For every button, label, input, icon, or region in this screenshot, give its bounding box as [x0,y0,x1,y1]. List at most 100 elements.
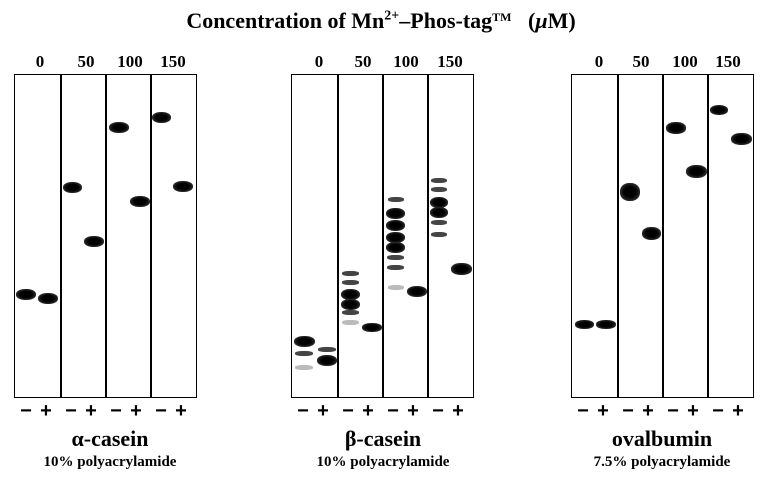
unit-rest: M) [547,8,576,33]
gel-band [620,183,640,201]
gel-band [295,351,313,356]
gel-panel-ovalbumin [571,74,754,398]
trademark-symbol: TM [492,10,512,24]
gel-band [642,227,661,240]
gel-band [407,286,427,297]
protein-name-ovalbumin: ovalbumin [611,426,713,451]
title-superscript: 2+ [384,8,400,24]
gel-band [317,355,337,366]
lane-sign-plus: + [452,400,464,422]
lane-divider [427,75,429,397]
gel-band [431,220,447,225]
gel-panel-alpha-casein [14,74,197,398]
gel-band [686,165,707,178]
lane-divider [150,75,152,397]
gel-band [431,232,447,237]
conc-label-100: 100 [672,52,698,71]
gel-band [294,336,315,347]
lane-sign-minus: − [432,400,444,422]
gel-band [431,178,447,183]
lane-sign-minus: − [387,400,399,422]
gel-band [341,299,360,310]
gel-band [710,105,728,115]
unit-open-paren: ( [528,8,536,33]
conc-label-150: 150 [715,52,741,71]
gel-band [386,220,405,231]
lane-sign-plus: + [362,400,374,422]
lane-sign-minus: − [65,400,77,422]
lane-sign-minus: − [667,400,679,422]
gel-band [318,347,336,352]
conc-label-50: 50 [354,52,372,71]
lane-sign-plus: + [85,400,97,422]
gel-band [84,236,104,247]
gel-band [666,122,686,134]
lane-sign-minus: − [622,400,634,422]
gel-band [430,197,448,208]
lane-sign-plus: + [317,400,329,422]
gel-percentage-beta-casein: 10% polyacrylamide [316,454,450,470]
gel-band [387,255,404,260]
gel-band [342,310,359,315]
gel-band [295,365,313,370]
lane-sign-minus: − [342,400,354,422]
lane-divider [105,75,107,397]
lane-sign-plus: + [40,400,52,422]
gel-band [173,181,193,192]
conc-label-100: 100 [117,52,143,71]
title-prefix: Concentration of Mn [186,8,385,33]
gel-percentage-ovalbumin: 7.5% polyacrylamide [593,454,731,470]
conc-label-150: 150 [160,52,186,71]
conc-label-50: 50 [77,52,95,71]
gel-panel-beta-casein [291,74,474,398]
lane-sign-plus: + [687,400,699,422]
lane-sign-minus: − [110,400,122,422]
protein-name-alpha-casein: α-casein [71,426,149,451]
lane-divider [382,75,384,397]
lane-divider [337,75,339,397]
gel-band [16,289,36,300]
lane-sign-minus: − [712,400,724,422]
conc-label-50: 50 [632,52,650,71]
gel-band [388,285,404,290]
gel-band [152,112,171,123]
gel-band [430,207,448,218]
gel-band [387,265,404,270]
lane-sign-minus: − [20,400,32,422]
gel-band [130,196,150,207]
gel-band [386,208,405,219]
lane-sign-plus: + [175,400,187,422]
lane-divider [662,75,664,397]
gel-band [451,263,472,275]
lane-sign-plus: + [642,400,654,422]
gel-band [362,323,382,332]
gel-percentage-alpha-casein: 10% polyacrylamide [43,454,177,470]
gel-band [386,242,405,253]
lane-divider [707,75,709,397]
conc-label-0: 0 [35,52,45,71]
lane-sign-minus: − [155,400,167,422]
gel-band [342,280,359,285]
lane-sign-plus: + [130,400,142,422]
lane-sign-minus: − [577,400,589,422]
gel-band [341,289,360,300]
gel-band [342,320,359,325]
gel-band [575,320,594,329]
lane-sign-minus: − [297,400,309,422]
unit-mu: μ [535,8,548,33]
lane-divider [617,75,619,397]
figure-title: Concentration of Mn2+–Phos-tagTM (μM) [0,8,762,34]
protein-name-beta-casein: β-casein [344,426,422,451]
lane-sign-plus: + [732,400,744,422]
gel-band [342,271,359,276]
gel-band [431,187,447,192]
conc-label-100: 100 [393,52,419,71]
conc-label-0: 0 [594,52,604,71]
gel-band [388,197,404,202]
gel-band [596,320,616,329]
gel-band [63,182,82,193]
gel-band [386,232,405,243]
conc-label-150: 150 [437,52,463,71]
gel-band [731,133,752,145]
conc-label-0: 0 [314,52,324,71]
